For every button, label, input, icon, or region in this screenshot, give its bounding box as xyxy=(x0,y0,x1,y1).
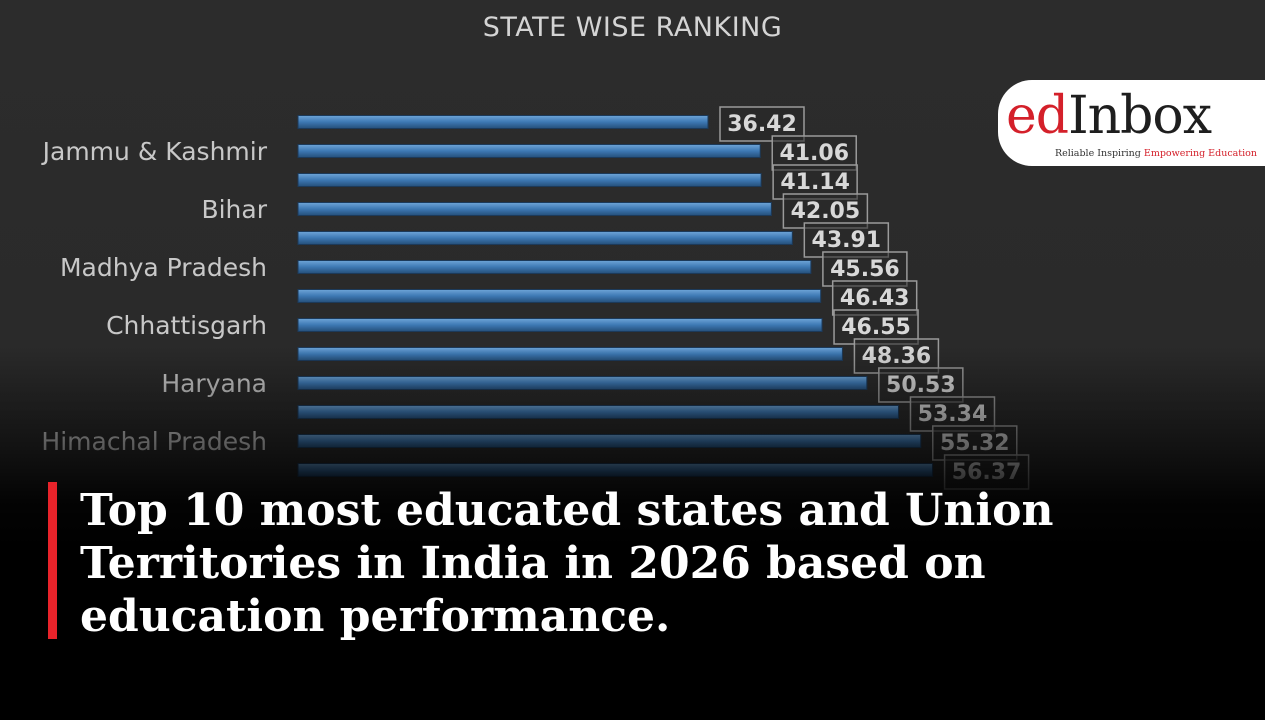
logo-ed-text: ed xyxy=(1006,86,1069,146)
data-label-12: 55.32 xyxy=(940,431,1010,456)
bar-12 xyxy=(298,434,921,448)
bar-11 xyxy=(298,405,899,419)
data-label-5: 43.91 xyxy=(812,228,882,253)
data-label-3: 41.14 xyxy=(780,170,850,195)
data-label-6: 45.56 xyxy=(830,257,900,282)
category-label-4: Chhattisgarh xyxy=(106,311,267,340)
data-label-13: 56.37 xyxy=(952,460,1022,485)
headline: Top 10 most educated states and Union Te… xyxy=(80,485,1054,642)
bar-6 xyxy=(298,260,811,274)
category-label-6: Himachal Pradesh xyxy=(41,427,267,456)
headline-accent-bar xyxy=(48,482,57,639)
data-label-7: 46.43 xyxy=(840,286,910,311)
bar-4 xyxy=(298,202,772,216)
logo-wordmark: edInbox xyxy=(1006,86,1212,146)
logo-tagline: Reliable Inspiring Empowering Education xyxy=(1055,148,1257,159)
data-label-9: 48.36 xyxy=(862,344,932,369)
bar-5 xyxy=(298,231,793,245)
bar-10 xyxy=(298,376,867,390)
category-label-3: Madhya Pradesh xyxy=(60,253,267,282)
logo-inbox-text: Inbox xyxy=(1068,86,1212,146)
logo-tagline-accent: Empowering Education xyxy=(1143,148,1257,159)
bar-3 xyxy=(298,173,762,187)
data-label-2: 41.06 xyxy=(779,141,849,166)
data-label-8: 46.55 xyxy=(841,315,911,340)
category-label-2: Bihar xyxy=(201,195,267,224)
data-label-1: 36.42 xyxy=(727,112,797,137)
data-label-4: 42.05 xyxy=(791,199,861,224)
logo-tagline-plain: Reliable Inspiring xyxy=(1054,148,1144,159)
bar-1 xyxy=(298,115,708,129)
bar-8 xyxy=(298,318,823,332)
bar-2 xyxy=(298,144,761,158)
bar-13 xyxy=(298,463,933,477)
chart-title: STATE WISE RANKING xyxy=(482,12,783,43)
data-label-10: 50.53 xyxy=(886,373,956,398)
bar-7 xyxy=(298,289,821,303)
category-label-5: Haryana xyxy=(161,369,267,398)
bar-9 xyxy=(298,347,843,361)
edinbox-logo[interactable]: edInbox Reliable Inspiring Empowering Ed… xyxy=(998,80,1265,166)
category-label-1: Jammu & Kashmir xyxy=(41,137,268,166)
data-label-11: 53.34 xyxy=(918,402,988,427)
